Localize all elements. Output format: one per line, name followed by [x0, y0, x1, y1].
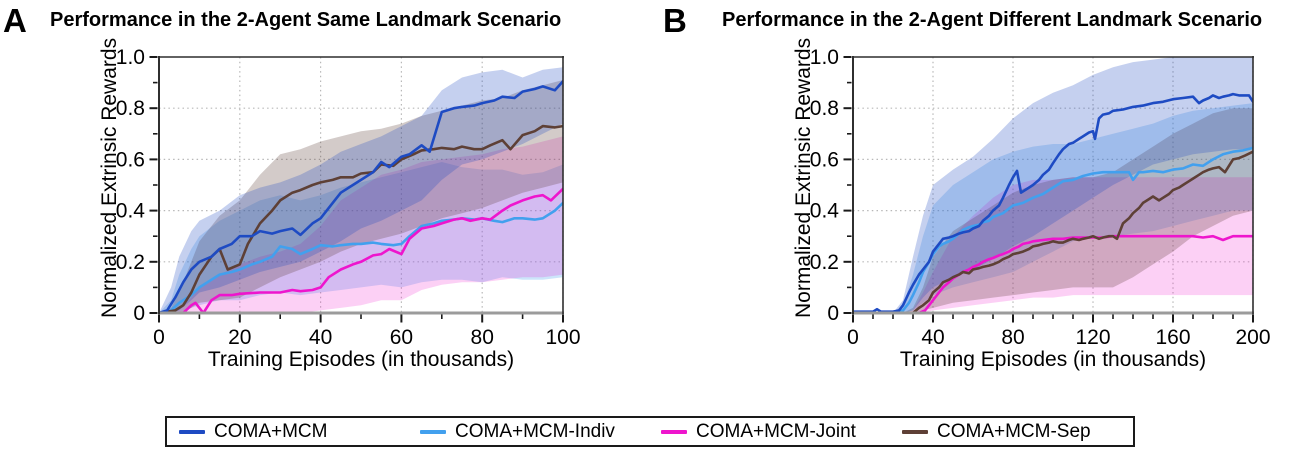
panel-b-letter: B [663, 2, 687, 39]
y-tick-label: 0.2 [810, 251, 839, 274]
panel-a-x-axis-label: Training Episodes (in thousands) [207, 348, 515, 371]
x-tick-label: 200 [1235, 326, 1270, 349]
legend-label: COMA+MCM-Joint [696, 420, 856, 442]
legend-label: COMA+MCM-Sep [937, 420, 1091, 442]
y-tick-label: 0.8 [116, 97, 145, 120]
y-tick-label: 0.6 [810, 148, 839, 171]
x-tick-label: 0 [847, 326, 859, 349]
x-tick-label: 80 [471, 326, 494, 349]
x-tick-label: 100 [545, 326, 580, 349]
x-tick-label: 0 [153, 326, 165, 349]
y-tick-label: 0 [827, 302, 839, 325]
legend-label: COMA+MCM-Indiv [455, 420, 615, 442]
panel-a-title: Performance in the 2-Agent Same Landmark… [50, 9, 562, 31]
panel-a-plot-area: 0 20 40 60 80 100 0 0.2 0.4 0.6 0.8 1.0 [116, 46, 581, 349]
legend-swatch-icon [661, 429, 687, 434]
line-COMA+MCM-Sep [853, 150, 1253, 313]
x-tick-label: 80 [1001, 326, 1024, 349]
y-tick-label: 1.0 [810, 46, 839, 69]
legend-item-1: COMA+MCM-Indiv [408, 421, 649, 443]
y-tick-label: 0.4 [810, 200, 840, 223]
x-tick-label: 40 [921, 326, 944, 349]
legend-swatch-icon [420, 429, 446, 434]
panel-b-title: Performance in the 2-Agent Different Lan… [722, 9, 1263, 31]
line-COMA+MCM-Indiv [159, 201, 563, 313]
band-COMA+MCM-Indiv [853, 103, 1253, 313]
line-COMA+MCM-Sep [159, 124, 563, 313]
band-COMA+MCM [853, 57, 1253, 313]
x-tick-label: 60 [390, 326, 413, 349]
band-COMA+MCM [159, 67, 563, 313]
band-COMA+MCM-Sep [853, 108, 1253, 313]
band-COMA+MCM-Sep [159, 80, 563, 313]
line-COMA+MCM [853, 92, 1253, 313]
x-tick-label: 160 [1155, 326, 1190, 349]
legend-item-3: COMA+MCM-Sep [890, 421, 1131, 443]
y-tick-label: 0.4 [116, 200, 146, 223]
panel-a: A Performance in the 2-Agent Same Landma… [0, 0, 660, 410]
line-COMA+MCM-Joint [853, 234, 1253, 313]
line-COMA+MCM-Joint [159, 187, 563, 313]
y-tick-label: 0 [133, 302, 145, 325]
panel-b: B Performance in the 2-Agent Different L… [660, 0, 1309, 410]
legend-label: COMA+MCM [214, 420, 328, 442]
x-tick-label: 120 [1075, 326, 1110, 349]
x-tick-label: 40 [309, 326, 332, 349]
y-tick-label: 0.2 [116, 251, 145, 274]
legend-item-0: COMA+MCM [167, 421, 408, 443]
band-COMA+MCM-Joint [159, 136, 563, 313]
panel-a-letter: A [3, 2, 27, 39]
panel-b-plot-area: 0 40 80 120 160 200 0 0.2 0.4 0.6 0.8 1.0 [810, 46, 1271, 349]
legend-box: COMA+MCM COMA+MCM-Indiv COMA+MCM-Joint COMA… [165, 416, 1135, 447]
legend-item-2: COMA+MCM-Joint [649, 421, 890, 443]
band-COMA+MCM-Indiv [159, 162, 563, 313]
x-tick-label: 20 [228, 326, 251, 349]
y-tick-label: 0.6 [116, 148, 145, 171]
line-COMA+MCM [159, 80, 563, 313]
legend-swatch-icon [179, 429, 205, 434]
legend-swatch-icon [902, 429, 928, 434]
y-tick-label: 1.0 [116, 46, 145, 69]
panel-b-x-axis-label: Training Episodes (in thousands) [899, 348, 1207, 371]
y-tick-label: 0.8 [810, 97, 839, 120]
